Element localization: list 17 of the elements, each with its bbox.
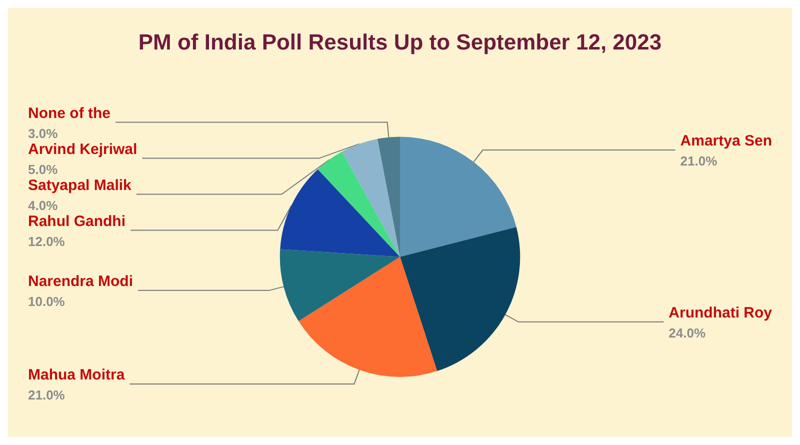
slice-label: Satyapal Malik: [28, 176, 132, 194]
chart-title: PM of India Poll Results Up to September 12, 2023: [138, 30, 662, 54]
data-label: 21.0%: [28, 387, 66, 402]
data-label: 12.0%: [28, 234, 66, 249]
slice-label: Amartya Sen: [680, 132, 772, 150]
data-label: 4.0%: [28, 198, 58, 213]
slice-label: Rahul Gandhi: [28, 212, 126, 230]
slice-label: Arvind Kejriwal: [28, 140, 138, 158]
data-label: 5.0%: [28, 162, 58, 177]
data-label: 21.0%: [680, 154, 718, 169]
slice-label: Mahua Moitra: [28, 366, 126, 384]
slice-label: Narendra Modi: [28, 272, 134, 290]
data-label: 3.0%: [28, 126, 58, 141]
data-label: 10.0%: [28, 294, 66, 309]
data-label: 24.0%: [668, 325, 706, 340]
slice-label: None of the: [28, 104, 110, 122]
slice-label: Arundhati Roy: [668, 304, 773, 322]
